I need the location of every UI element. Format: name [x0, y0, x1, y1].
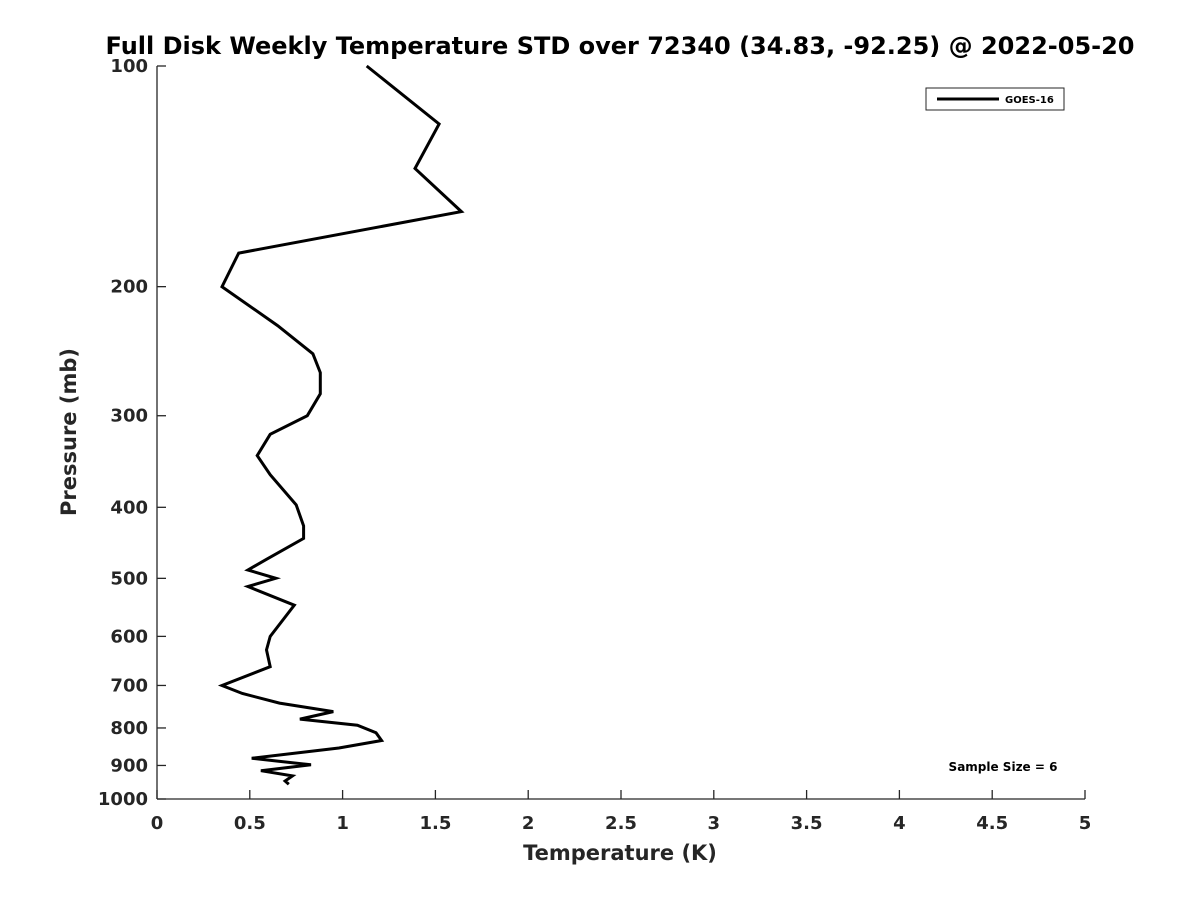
chart-title: Full Disk Weekly Temperature STD over 72… [106, 32, 1135, 60]
legend-label-goes-16: GOES-16 [1005, 95, 1054, 106]
x-tick-label: 4 [893, 813, 906, 834]
y-tick-label: 400 [110, 497, 148, 518]
sample-size-annotation: Sample Size = 6 [949, 760, 1058, 774]
y-tick-label: 1000 [98, 789, 148, 810]
y-tick-label: 800 [110, 718, 148, 739]
y-tick-label: 600 [110, 626, 148, 647]
x-tick-label: 0.5 [234, 813, 266, 834]
x-tick-label: 4.5 [976, 813, 1008, 834]
y-tick-label: 900 [110, 755, 148, 776]
y-tick-label: 500 [110, 568, 148, 589]
y-tick-label: 300 [110, 406, 148, 427]
y-tick-label: 100 [110, 56, 148, 77]
series-line-goes-16 [217, 64, 465, 786]
profile-series [217, 64, 465, 786]
x-tick-label: 2.5 [605, 813, 637, 834]
x-tick-label: 3 [708, 813, 721, 834]
y-tick-label: 200 [110, 277, 148, 298]
x-tick-label: 5 [1079, 813, 1092, 834]
legend: GOES-16 [925, 87, 1065, 111]
plot-area [157, 66, 1085, 799]
x-tick-label: 1.5 [419, 813, 451, 834]
x-tick-label: 1 [336, 813, 349, 834]
x-axis-ticks: 0 0.5 1 1.5 2 2.5 3 3.5 4 4.5 5 [151, 790, 1092, 834]
x-axis-label: Temperature (K) [523, 841, 717, 865]
x-tick-label: 2 [522, 813, 535, 834]
x-tick-label: 3.5 [791, 813, 823, 834]
x-tick-label: 0 [151, 813, 164, 834]
y-tick-label: 700 [110, 675, 148, 696]
y-axis-label: Pressure (mb) [57, 348, 81, 516]
y-axis-ticks: 100 200 300 400 500 600 700 800 900 1000 [98, 56, 166, 810]
